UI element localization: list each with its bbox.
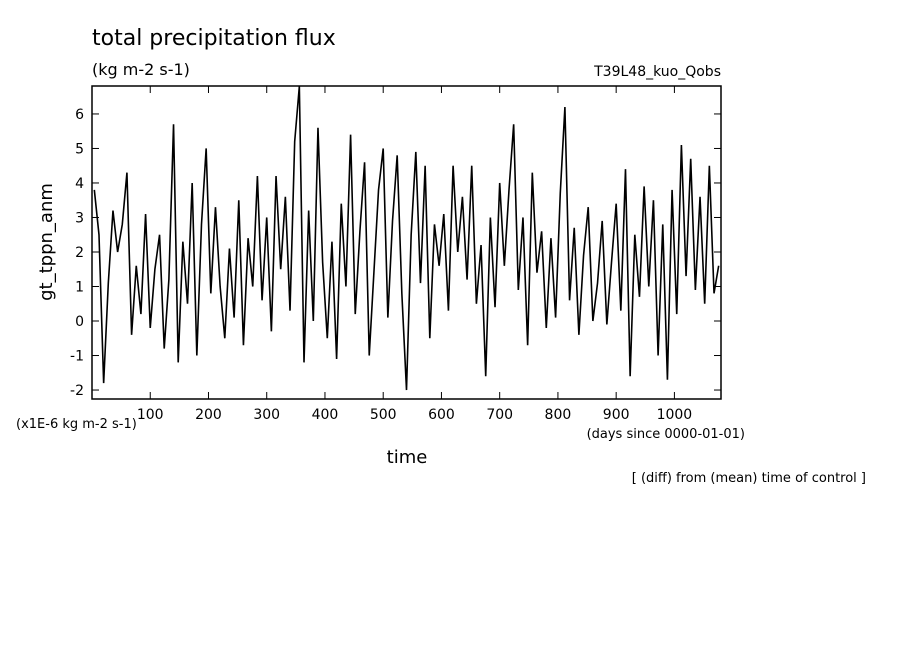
y-tick-label: 2 xyxy=(75,245,84,261)
x-tick-label: 1000 xyxy=(657,407,693,423)
x-tick-label: 700 xyxy=(486,407,513,423)
y-tick-label: 6 xyxy=(75,107,84,123)
chart-title: total precipitation flux xyxy=(92,26,336,51)
y-tick-label: -2 xyxy=(70,383,84,399)
x-tick-label: 400 xyxy=(312,407,339,423)
x-units-label: (days since 0000-01-01) xyxy=(587,427,745,442)
x-axis-label: time xyxy=(387,447,428,468)
y-axis-label: gt_tppn_anm xyxy=(36,183,57,301)
note: [ (diff) from (mean) time of control ] xyxy=(632,471,866,486)
x-tick-label: 800 xyxy=(545,407,572,423)
x-tick-label: 500 xyxy=(370,407,397,423)
y-tick-label: 4 xyxy=(75,176,84,192)
data-line xyxy=(93,86,720,391)
y-scale-label: (x1E-6 kg m-2 s-1) xyxy=(16,417,137,432)
y-tick-label: 3 xyxy=(75,210,84,226)
x-tick-label: 300 xyxy=(253,407,280,423)
y-tick-label: 0 xyxy=(75,314,84,330)
run-label: T39L48_kuo_Qobs xyxy=(593,64,721,80)
x-tick-label: 100 xyxy=(137,407,164,423)
x-tick-label: 600 xyxy=(428,407,455,423)
chart-subtitle: (kg m-2 s-1) xyxy=(92,60,190,79)
plot-frame xyxy=(91,85,722,400)
y-tick-label: 1 xyxy=(75,279,84,295)
x-tick-label: 900 xyxy=(603,407,630,423)
y-tick-label: -1 xyxy=(70,349,84,365)
y-tick-label: 5 xyxy=(75,141,84,157)
x-tick-label: 200 xyxy=(195,407,222,423)
